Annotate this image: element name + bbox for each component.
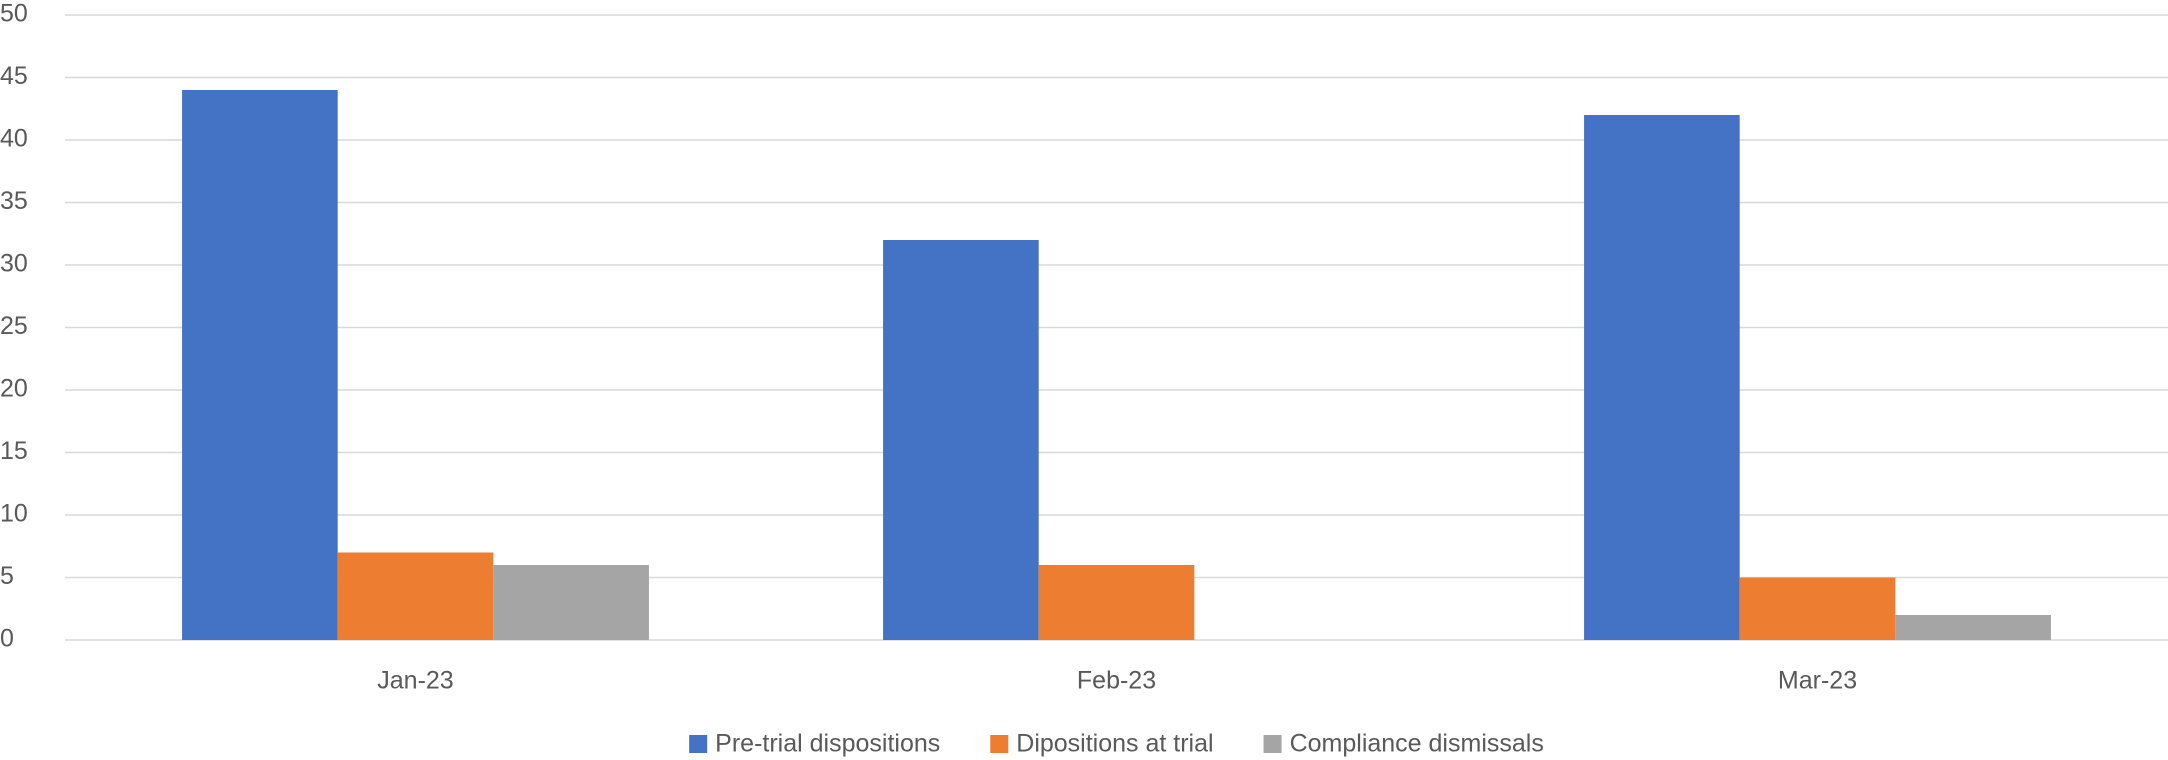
- legend-swatch: [990, 735, 1009, 753]
- bar: [1739, 577, 1896, 640]
- x-tick-label: Feb-23: [1077, 667, 1156, 695]
- y-tick-label: 0: [0, 625, 14, 653]
- bar: [883, 240, 1039, 640]
- legend-swatch: [689, 735, 708, 753]
- bar: [1038, 565, 1195, 640]
- legend-label: Pre-trial dispositions: [715, 730, 940, 758]
- x-tick-label: Jan-23: [377, 667, 453, 695]
- legend-swatch: [1263, 735, 1282, 753]
- bar: [182, 90, 338, 640]
- bar: [493, 565, 649, 640]
- y-tick-label: 30: [0, 250, 28, 278]
- y-tick-label: 40: [0, 125, 28, 153]
- y-tick-label: 15: [0, 437, 28, 465]
- bar: [337, 552, 494, 640]
- y-tick-label: 50: [0, 0, 28, 28]
- y-tick-label: 45: [0, 62, 28, 90]
- x-tick-label: Mar-23: [1778, 667, 1857, 695]
- legend-label: Dipositions at trial: [1016, 730, 1213, 758]
- y-tick-label: 20: [0, 375, 28, 403]
- bar: [1895, 615, 2051, 640]
- y-tick-label: 25: [0, 312, 28, 340]
- y-tick-label: 10: [0, 500, 28, 528]
- bar: [1584, 115, 1740, 640]
- legend-label: Compliance dismissals: [1290, 730, 1544, 758]
- y-tick-label: 35: [0, 187, 28, 215]
- y-tick-label: 5: [0, 562, 14, 590]
